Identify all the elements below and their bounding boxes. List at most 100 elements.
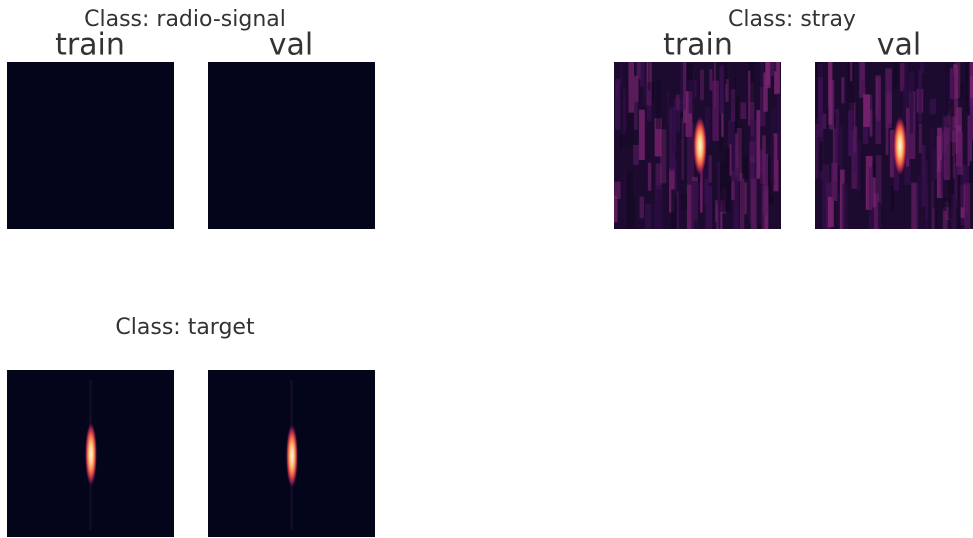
texture	[841, 77, 845, 104]
texture	[868, 167, 874, 229]
texture	[734, 133, 739, 178]
texture	[885, 68, 892, 129]
texture	[822, 164, 830, 229]
texture	[725, 147, 731, 212]
texture	[839, 125, 843, 170]
panel-label: val	[269, 28, 313, 63]
texture	[718, 164, 725, 212]
texture	[952, 115, 957, 143]
texture	[773, 62, 777, 72]
texture	[953, 65, 959, 128]
texture	[748, 62, 755, 103]
texture	[685, 91, 693, 137]
texture	[924, 196, 927, 229]
texture	[676, 191, 680, 229]
texture	[918, 123, 922, 154]
texture	[856, 139, 861, 192]
texture	[929, 98, 937, 115]
texture	[758, 148, 764, 192]
texture	[834, 108, 840, 166]
texture	[705, 185, 713, 229]
texture	[648, 81, 655, 103]
group-title: Class: stray	[728, 7, 856, 32]
texture	[713, 62, 717, 108]
texture	[949, 198, 954, 220]
texture	[673, 99, 677, 150]
texture	[626, 85, 634, 149]
texture	[774, 62, 780, 95]
texture	[742, 154, 748, 179]
texture	[877, 202, 882, 228]
texture	[674, 158, 678, 197]
texture	[919, 62, 925, 74]
texture	[633, 144, 639, 165]
texture	[639, 196, 644, 219]
blob	[286, 424, 298, 488]
texture	[934, 179, 937, 229]
texture	[699, 69, 705, 101]
group-title: Class: radio-signal	[84, 7, 286, 32]
texture	[817, 135, 820, 179]
texture	[829, 79, 835, 130]
texture	[686, 63, 693, 80]
texture	[780, 62, 781, 81]
image	[208, 62, 375, 229]
texture	[869, 109, 873, 136]
texture	[916, 174, 923, 202]
texture	[765, 62, 771, 89]
texture	[921, 177, 924, 229]
texture	[889, 129, 895, 178]
texture	[949, 131, 952, 166]
texture	[687, 123, 694, 192]
texture	[705, 109, 711, 147]
texture	[863, 94, 871, 127]
texture	[773, 133, 779, 192]
texture	[721, 113, 724, 138]
texture	[885, 94, 889, 155]
texture	[615, 78, 621, 130]
texture	[622, 170, 629, 225]
texture	[952, 196, 957, 229]
texture	[837, 193, 842, 229]
texture	[760, 149, 765, 184]
texture	[735, 112, 739, 145]
texture	[614, 195, 618, 223]
texture	[958, 82, 964, 100]
texture	[655, 79, 662, 129]
texture	[709, 68, 713, 91]
texture	[944, 63, 949, 116]
texture	[760, 62, 765, 128]
texture	[654, 118, 662, 157]
texture	[862, 116, 869, 145]
texture	[750, 82, 755, 137]
texture	[860, 152, 864, 199]
texture	[731, 89, 736, 122]
texture	[748, 70, 751, 126]
texture	[719, 136, 724, 154]
texture	[903, 86, 907, 122]
texture	[675, 94, 680, 111]
texture	[694, 79, 697, 98]
panel-label: train	[55, 28, 125, 63]
texture	[850, 62, 853, 82]
texture	[730, 112, 735, 182]
blob	[893, 116, 907, 176]
texture	[873, 193, 879, 229]
texture	[750, 119, 757, 181]
texture	[619, 134, 627, 150]
texture	[819, 141, 823, 171]
texture	[623, 87, 629, 131]
texture	[747, 179, 751, 219]
texture	[921, 144, 926, 207]
texture	[954, 62, 961, 99]
texture	[614, 181, 621, 200]
texture	[681, 193, 688, 210]
group-title: Class: target	[115, 315, 255, 340]
texture	[952, 130, 955, 179]
texture	[688, 69, 694, 114]
texture	[943, 116, 947, 134]
texture	[758, 177, 762, 224]
texture	[700, 147, 703, 213]
texture	[871, 177, 876, 208]
